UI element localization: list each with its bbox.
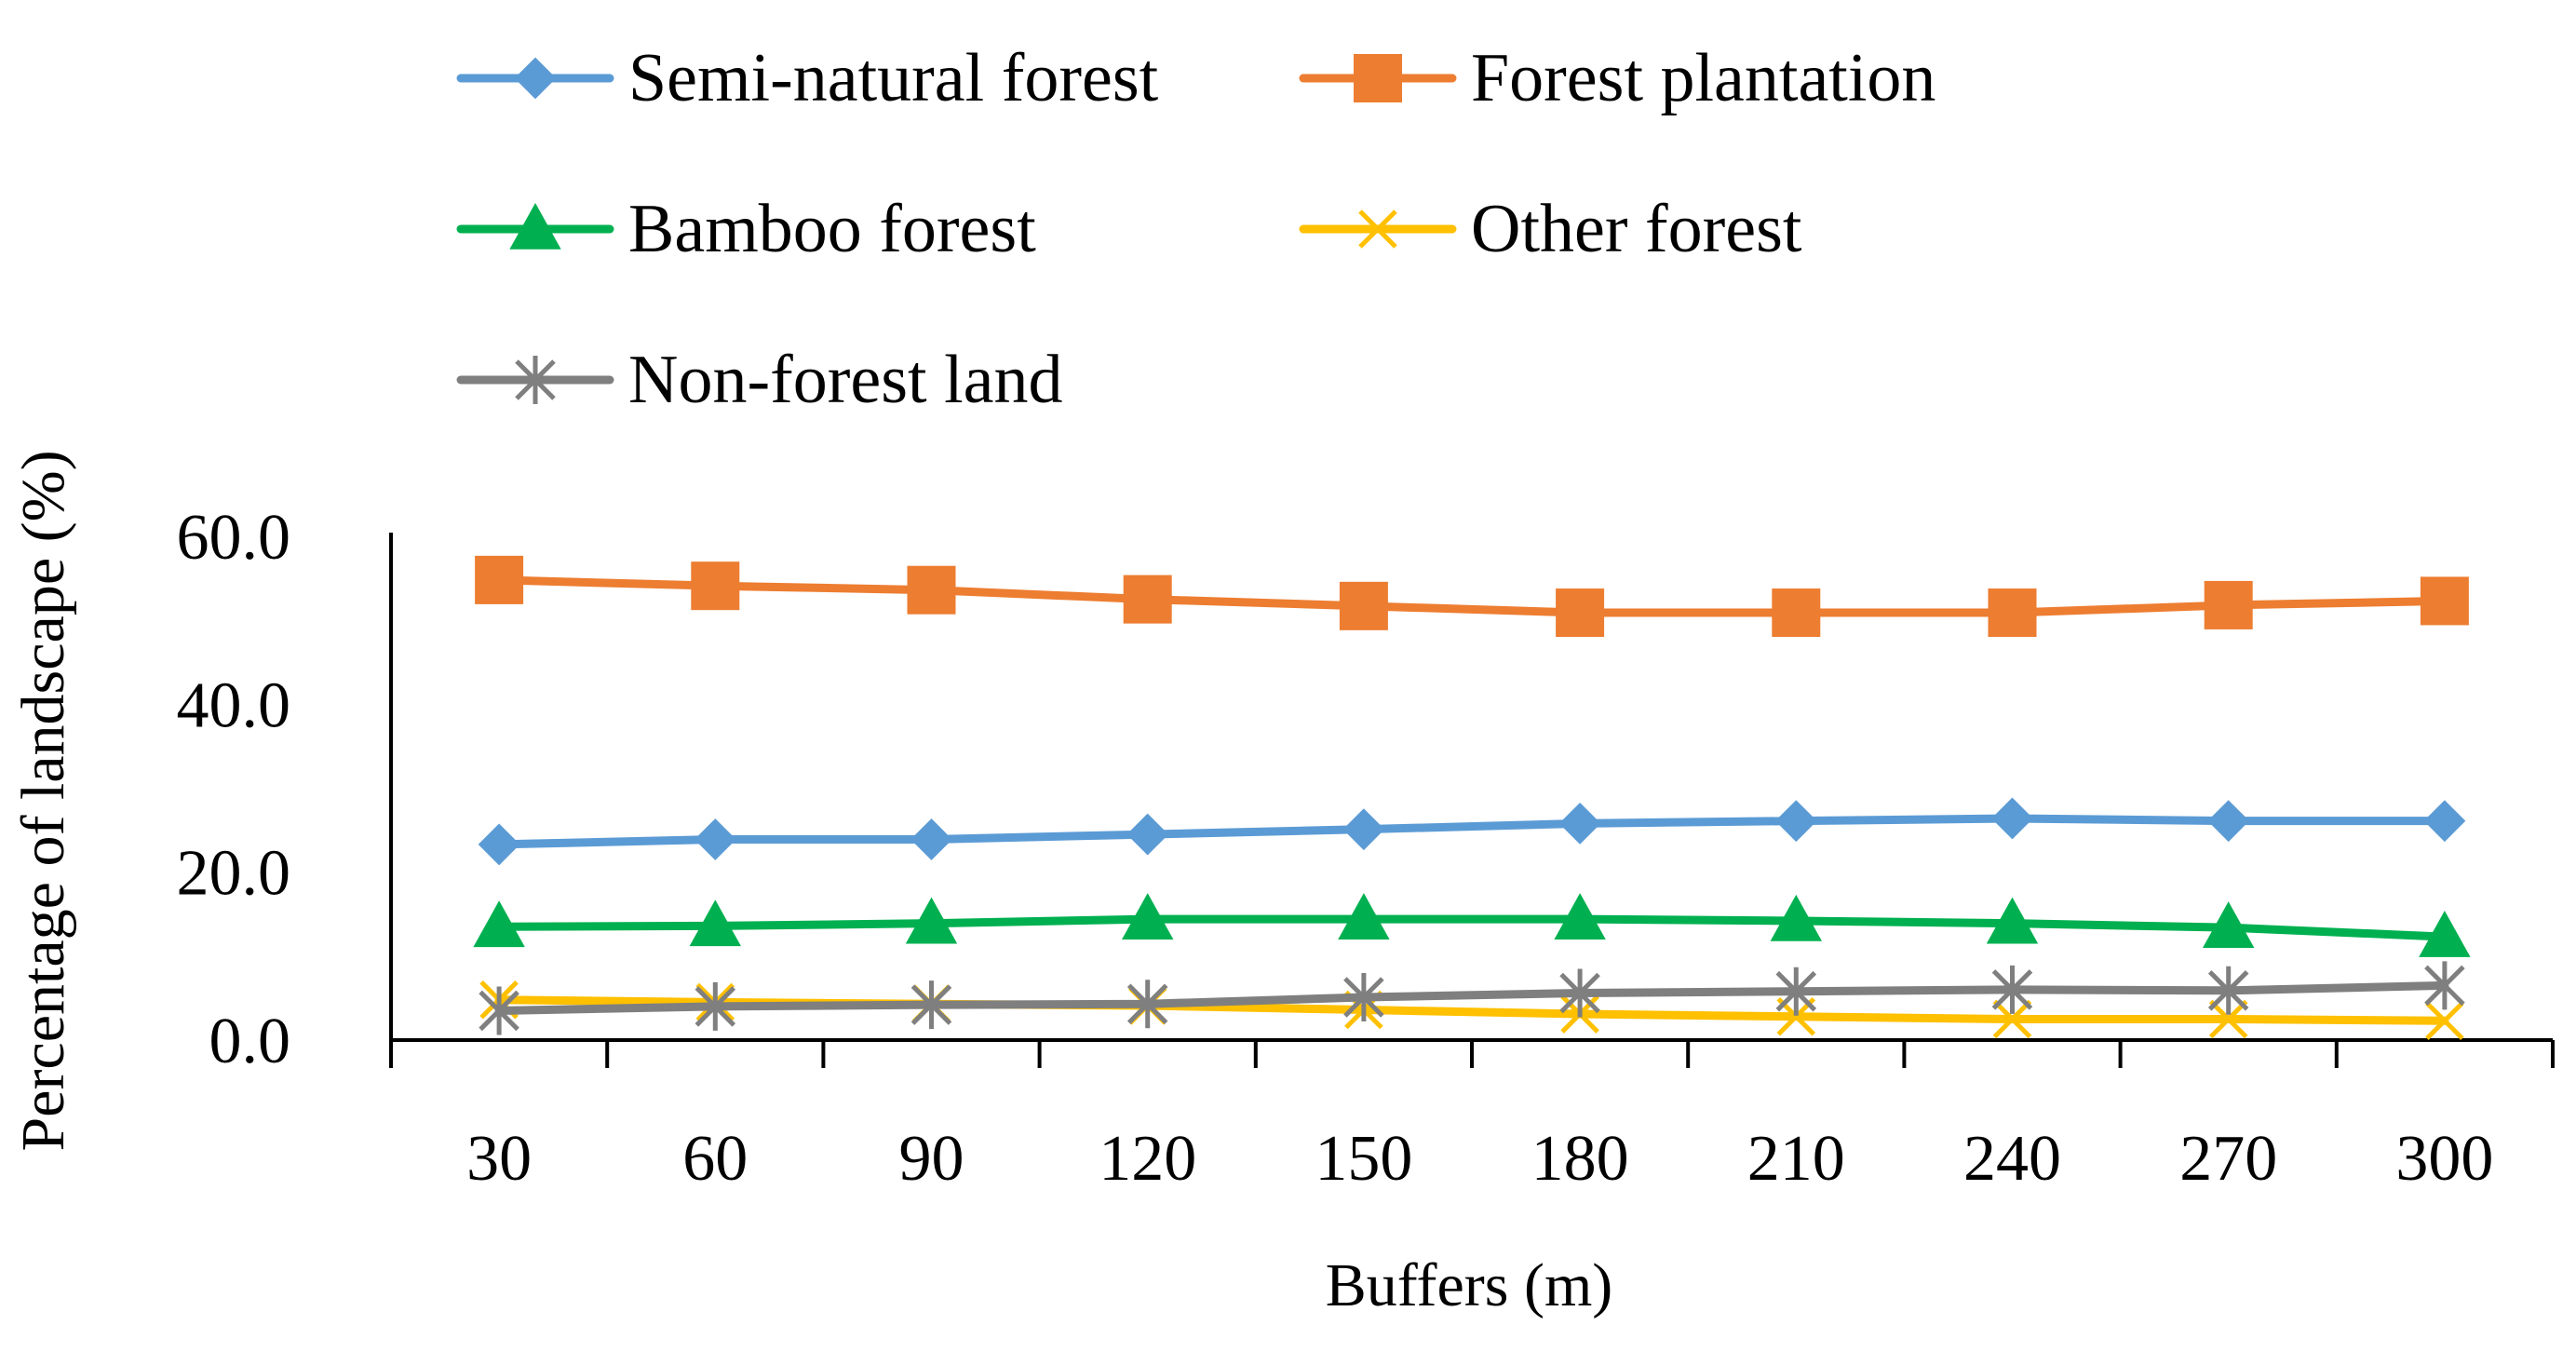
data-point-semi-natural-forest	[1126, 813, 1169, 856]
series-bamboo-forest	[473, 893, 2471, 957]
legend-item-non-forest-land: Non-forest land	[456, 342, 1062, 418]
series-semi-natural-forest	[478, 797, 2466, 866]
x-tick-label: 240	[1963, 1123, 2061, 1195]
series-non-forest-land	[479, 961, 2465, 1035]
x-tick-label: 120	[1099, 1123, 1196, 1195]
data-point-bamboo-forest	[1770, 894, 1822, 941]
series-forest-plantation	[475, 555, 2469, 638]
data-point-semi-natural-forest	[2207, 800, 2250, 843]
x-tick-label: 90	[899, 1123, 964, 1195]
data-point-non-forest-land	[2424, 961, 2465, 1010]
y-tick-label: 0.0	[209, 1006, 291, 1077]
legend-marker-semi-natural-forest	[514, 57, 557, 100]
data-point-forest-plantation	[2204, 580, 2253, 629]
legend-label-semi-natural-forest: Semi-natural forest	[628, 40, 1159, 116]
data-point-non-forest-land	[1775, 967, 1817, 1016]
data-point-semi-natural-forest	[1342, 808, 1385, 851]
data-point-non-forest-land	[695, 981, 736, 1031]
data-point-semi-natural-forest	[1991, 797, 2033, 840]
data-point-forest-plantation	[1772, 588, 1821, 638]
data-point-non-forest-land	[1343, 973, 1384, 1022]
data-point-bamboo-forest	[1554, 893, 1606, 940]
data-point-bamboo-forest	[689, 899, 741, 947]
data-point-other-forest	[2425, 1001, 2464, 1041]
y-tick-label: 40.0	[177, 669, 291, 741]
data-point-forest-plantation	[691, 561, 740, 611]
series-line-semi-natural-forest	[494, 814, 2449, 849]
x-tick-label: 300	[2395, 1123, 2493, 1195]
legend-label-other-forest: Other forest	[1471, 191, 1802, 267]
data-point-bamboo-forest	[2419, 911, 2471, 957]
series-line-non-forest-land	[494, 980, 2449, 1015]
data-point-semi-natural-forest	[2423, 800, 2466, 843]
x-tick-label: 150	[1315, 1123, 1412, 1195]
data-point-non-forest-land	[910, 980, 952, 1030]
data-point-forest-plantation	[1339, 581, 1388, 630]
y-tick-label: 20.0	[177, 838, 291, 910]
data-point-semi-natural-forest	[1774, 800, 1817, 843]
data-point-forest-plantation	[1988, 588, 2037, 638]
x-tick-label: 180	[1531, 1123, 1629, 1195]
data-point-other-forest	[1992, 999, 2032, 1039]
data-point-bamboo-forest	[2203, 901, 2255, 948]
data-point-non-forest-land	[1559, 968, 1600, 1018]
data-point-forest-plantation	[907, 565, 956, 615]
legend-marker-forest-plantation	[1354, 54, 1402, 102]
data-point-forest-plantation	[475, 555, 524, 604]
data-point-forest-plantation	[1123, 575, 1172, 624]
series-line-bamboo-forest	[494, 914, 2449, 941]
legend-label-non-forest-land: Non-forest land	[628, 342, 1062, 418]
data-point-bamboo-forest	[473, 900, 525, 948]
legend-marker-bamboo-forest	[509, 202, 561, 250]
data-point-forest-plantation	[2420, 576, 2469, 626]
x-tick-label: 60	[682, 1123, 748, 1195]
legend-item-bamboo-forest: Bamboo forest	[456, 191, 1036, 267]
legend-label-bamboo-forest: Bamboo forest	[628, 191, 1036, 267]
legend-item-forest-plantation: Forest plantation	[1299, 40, 1935, 116]
y-tick-label: 60.0	[177, 502, 291, 574]
series-line-forest-plantation	[494, 575, 2449, 617]
data-point-non-forest-land	[1991, 965, 2033, 1014]
data-point-semi-natural-forest	[910, 818, 952, 860]
data-point-bamboo-forest	[905, 897, 958, 944]
data-point-semi-natural-forest	[694, 818, 736, 860]
legend: Semi-natural forest Forest plantation Bamb…	[456, 40, 1935, 418]
data-point-non-forest-land	[1126, 980, 1168, 1029]
legend-item-semi-natural-forest: Semi-natural forest	[456, 40, 1159, 116]
data-point-forest-plantation	[1556, 588, 1605, 638]
legend-item-other-forest: Other forest	[1299, 191, 1802, 267]
data-point-other-forest	[2208, 999, 2248, 1039]
axes: 30 60 90 120 150 180 210 240 270 300 0.0 20.0 40.0 60…	[177, 502, 2555, 1195]
legend-label-forest-plantation: Forest plantation	[1471, 40, 1935, 116]
x-tick-label: 30	[466, 1123, 532, 1195]
x-tick-label: 270	[2179, 1123, 2277, 1195]
data-point-semi-natural-forest	[1558, 802, 1601, 845]
data-point-non-forest-land	[2207, 966, 2249, 1015]
data-point-bamboo-forest	[1338, 893, 1390, 940]
y-axis-title: Percentage of landscape (%)	[9, 450, 77, 1151]
legend-marker-non-forest-land	[515, 356, 556, 404]
data-point-non-forest-land	[479, 986, 519, 1035]
x-axis-title: Buffers (m)	[1326, 1251, 1613, 1319]
data-point-bamboo-forest	[1122, 893, 1174, 940]
legend-marker-other-forest	[1358, 210, 1397, 249]
data-point-semi-natural-forest	[478, 823, 520, 866]
x-tick-label: 210	[1747, 1123, 1845, 1195]
series-layer	[473, 555, 2471, 1041]
data-point-bamboo-forest	[1986, 897, 2039, 944]
